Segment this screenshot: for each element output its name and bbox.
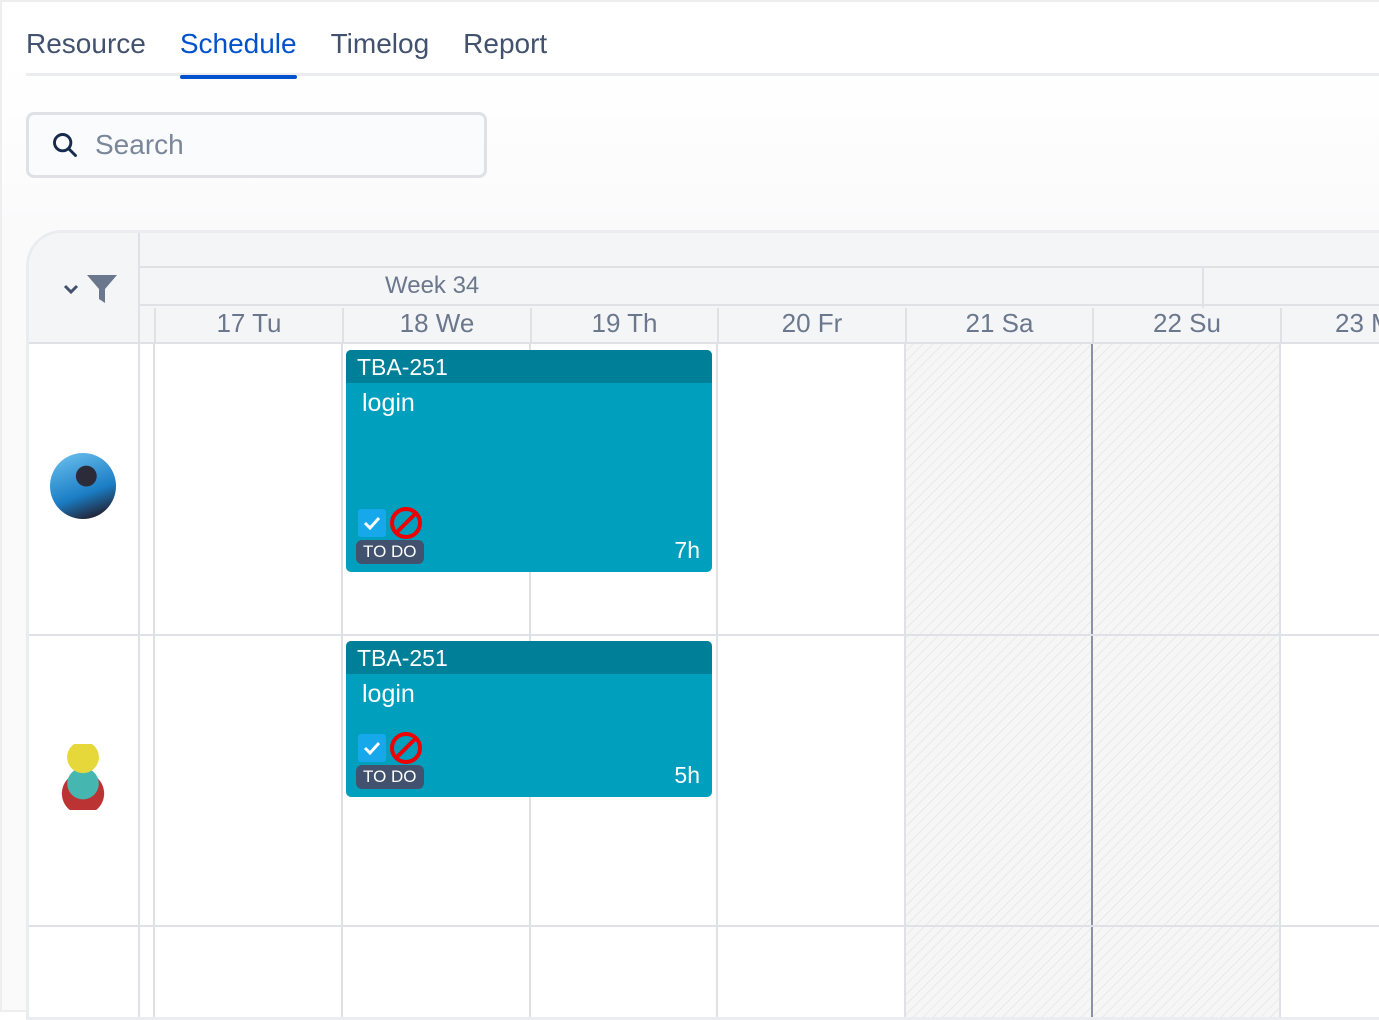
task-icons [358,506,423,540]
divider [138,344,140,1017]
task-key: TBA-251 [346,350,712,383]
task-title: login [362,680,415,708]
task-card[interactable]: TBA-251 login TO DO 5h [346,641,712,797]
task-card[interactable]: TBA-251 login TO DO 7h [346,350,712,572]
blocked-icon [390,507,422,539]
week-divider [1091,344,1093,1017]
day-header: 19 Th [530,308,717,344]
tab-resource[interactable]: Resource [26,28,146,59]
divider [1279,344,1281,1017]
schedule-grid: Week 34 17 Tu 18 We 19 Th 20 Fr 21 Sa 22… [26,230,1379,1020]
day-header: 23 M [1280,308,1379,344]
day-header: 20 Fr [717,308,905,344]
weekend-sunday [1093,344,1279,1017]
tab-timelog[interactable]: Timelog [330,28,430,59]
avatar[interactable] [50,744,116,810]
status-badge: TO DO [356,540,424,564]
day-header: 18 We [342,308,530,344]
avatar[interactable] [50,453,116,519]
status-badge: TO DO [356,765,424,789]
week-row: Week 34 [140,266,1379,308]
divider [153,344,155,1017]
search-input[interactable]: Search [26,112,487,178]
search-placeholder: Search [95,129,184,160]
divider [904,344,906,1017]
divider [341,344,343,1017]
resource-column-header [29,233,140,342]
task-hours: 5h [674,762,700,788]
filter-icon[interactable] [86,273,118,305]
week-divider [1202,268,1204,308]
week-label: Week 34 [385,272,480,299]
chevron-down-icon[interactable] [62,283,80,295]
blocked-icon [390,732,422,764]
row-divider [29,925,1379,927]
task-key: TBA-251 [346,641,712,674]
task-icons [358,731,423,765]
grid-header: Week 34 17 Tu 18 We 19 Th 20 Fr 21 Sa 22… [29,233,1379,344]
day-header: 21 Sa [905,308,1092,344]
tab-bar: Resource Schedule Timelog Report [26,24,1379,79]
task-hours: 7h [674,537,700,563]
day-header: 22 Su [1092,308,1280,344]
divider [716,344,718,1017]
row-divider [29,634,1379,636]
day-header: 17 Tu [154,308,342,344]
checkbox-icon [358,734,386,762]
weekend-saturday [904,344,1091,1017]
task-title: login [362,389,415,417]
search-icon [53,133,77,157]
checkbox-icon [358,509,386,537]
tab-schedule[interactable]: Schedule [179,24,297,79]
tab-report[interactable]: Report [463,28,548,59]
